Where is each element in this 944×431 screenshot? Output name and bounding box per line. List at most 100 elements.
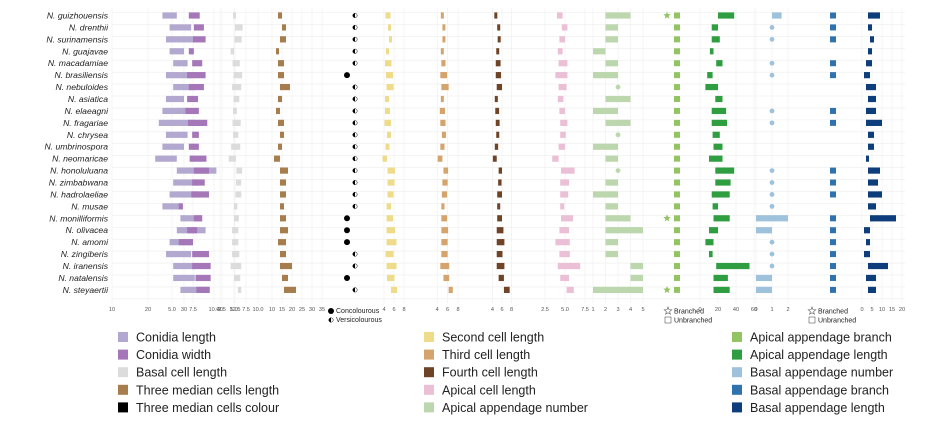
basal_appendage_length-tick-1: 5 xyxy=(870,307,873,313)
branch-square-19 xyxy=(674,239,680,246)
basal_appendage_number-bar-0 xyxy=(772,12,782,19)
apical_cell_length-bar-18 xyxy=(559,227,569,234)
apical_appendage_number-bar-11 xyxy=(593,143,618,150)
apical_appendage_length-tick-0: 0 xyxy=(698,307,701,313)
three_median_cells_length-bar-19 xyxy=(278,239,286,246)
third_cell_length-bar-23 xyxy=(448,286,453,293)
apical_cell_length-tick-1: 5.0 xyxy=(561,307,569,313)
apical_appendage_length-bar-18 xyxy=(709,227,718,234)
three_median_cells_length-bar-2 xyxy=(280,36,286,43)
branch-square-10 xyxy=(674,131,680,138)
apical_appendage_length-bar-21 xyxy=(716,262,750,270)
second_cell_length-bar-11 xyxy=(385,143,390,150)
fourth_cell_length-bar-22 xyxy=(498,274,504,282)
basal_cell_length-bar-14 xyxy=(235,179,242,186)
branch-square-11 xyxy=(674,143,680,150)
apical_appendage_length-bar-12 xyxy=(709,155,723,162)
colour-concolourous-18 xyxy=(344,227,350,234)
apical_cell_length-bar-23 xyxy=(566,286,574,293)
second_cell_length-bar-6 xyxy=(386,83,394,91)
apical_appendage_number-tick-2: 3 xyxy=(616,307,619,313)
apical_appendage_length-bar-4 xyxy=(716,60,723,67)
three_median_cells_length-bar-1 xyxy=(282,24,286,31)
basal_cell_length-bar-18 xyxy=(232,227,239,234)
colour-versicolourous-10 xyxy=(352,132,358,138)
colour-concolourous-19 xyxy=(344,239,350,246)
colour-legend-concolourous-marker xyxy=(328,308,334,314)
branch-square-21 xyxy=(674,263,680,270)
branch-square-18 xyxy=(674,227,680,234)
apical-branch-legend-unbranched: Unbranched xyxy=(674,318,712,325)
basal-branch-legend-square xyxy=(808,316,816,324)
basal_appendage_length-bar-16 xyxy=(868,203,876,210)
conidia_length-bar-6 xyxy=(173,83,195,91)
basal_appendage_number-dot-16 xyxy=(769,203,775,209)
basal_cell_length-tick-1: 5.0 xyxy=(230,307,238,313)
basal_cell_length-bar-8 xyxy=(233,107,237,115)
species-label-5: N. brasiliensis xyxy=(55,70,109,80)
fourth_cell_length-bar-12 xyxy=(492,155,497,162)
apical_appendage_number-tick-1: 2 xyxy=(604,307,607,313)
colour-legend-concolourous: Concolourous xyxy=(336,308,380,315)
species-label-9: N. fragariae xyxy=(63,118,108,128)
legend-label-0-0: Conidia length xyxy=(136,331,216,345)
basal_appendage_length-bar-15 xyxy=(868,191,882,198)
conidia_length-bar-4 xyxy=(173,60,188,67)
legend-label-1-0: Second cell length xyxy=(442,331,544,345)
second_cell_length-bar-20 xyxy=(385,251,394,258)
conidia_length-tick-1: 20 xyxy=(145,307,151,313)
apical_appendage_length-bar-17 xyxy=(713,215,730,222)
apical_appendage_length-tick-1: 20 xyxy=(715,307,721,313)
basal_appendage_number-dot-21 xyxy=(769,263,775,269)
species-label-14: N. zimbabwana xyxy=(49,178,108,188)
second_cell_length-bar-5 xyxy=(386,72,393,79)
third_cell_length-tick-1: 6 xyxy=(446,307,449,313)
basal-branch-square-19 xyxy=(830,239,836,246)
basal_cell_length-bar-6 xyxy=(232,83,242,91)
three_median_cells_length-tick-2: 20 xyxy=(289,307,295,313)
apical_appendage_number-bar-1 xyxy=(605,24,618,31)
three_median_cells_length-tick-3: 25 xyxy=(299,307,305,313)
apical_cell_length-bar-16 xyxy=(560,203,565,210)
branch-square-22 xyxy=(674,274,680,281)
conidia_width-tick-3: 12.5 xyxy=(230,307,241,313)
conidia_length-bar-10 xyxy=(166,131,188,138)
third_cell_length-bar-21 xyxy=(440,262,450,270)
colour-versicolourous-2 xyxy=(352,36,358,42)
colour-versicolourous-13 xyxy=(352,168,358,174)
conidia_width-tick-0: 5.0 xyxy=(168,307,176,313)
three_median_cells_length-tick-5: 35 xyxy=(319,307,325,313)
branch-square-0 xyxy=(674,12,680,19)
apical_cell_length-bar-9 xyxy=(560,119,568,126)
fourth_cell_length-bar-15 xyxy=(497,191,502,198)
legend-label-0-4: Three median cells colour xyxy=(136,401,279,415)
conidia_length-bar-11 xyxy=(162,143,184,150)
conidia_length-bar-23 xyxy=(180,286,210,293)
colour-concolourous-17 xyxy=(344,215,350,222)
basal_cell_length-bar-10 xyxy=(233,131,239,138)
fourth_cell_length-bar-9 xyxy=(495,119,500,126)
species-label-20: N. zingiberis xyxy=(61,249,109,259)
third_cell_length-bar-7 xyxy=(440,95,444,103)
panel-apical_cell_length: 2.5 5.0 7.5 xyxy=(541,12,589,313)
apical_appendage_length-bar-9 xyxy=(711,119,727,126)
basal_appendage_number-bar-22 xyxy=(756,274,772,282)
apical_cell_length-bar-10 xyxy=(560,131,566,138)
basal_appendage_length-tick-0: 0 xyxy=(860,307,863,313)
apical_appendage_length-bar-23 xyxy=(713,286,730,293)
three_median_cells_length-bar-7 xyxy=(278,95,282,103)
apical_appendage_length-bar-15 xyxy=(711,191,730,198)
basal_appendage_length-bar-11 xyxy=(868,143,874,150)
colour-versicolourous-8 xyxy=(352,108,358,114)
third_cell_length-bar-5 xyxy=(440,72,448,79)
species-label-19: N. amomi xyxy=(71,237,109,247)
apical_cell_length-bar-22 xyxy=(560,274,569,282)
basal_appendage_length-bar-5 xyxy=(864,72,870,79)
basal_appendage_length-bar-21 xyxy=(868,262,888,270)
legend-label-2-4: Basal appendage length xyxy=(750,401,885,415)
fourth_cell_length-bar-6 xyxy=(496,83,502,91)
species-label-23: N. steyaertii xyxy=(63,285,109,295)
three_median_cells_length-bar-23 xyxy=(284,286,296,293)
